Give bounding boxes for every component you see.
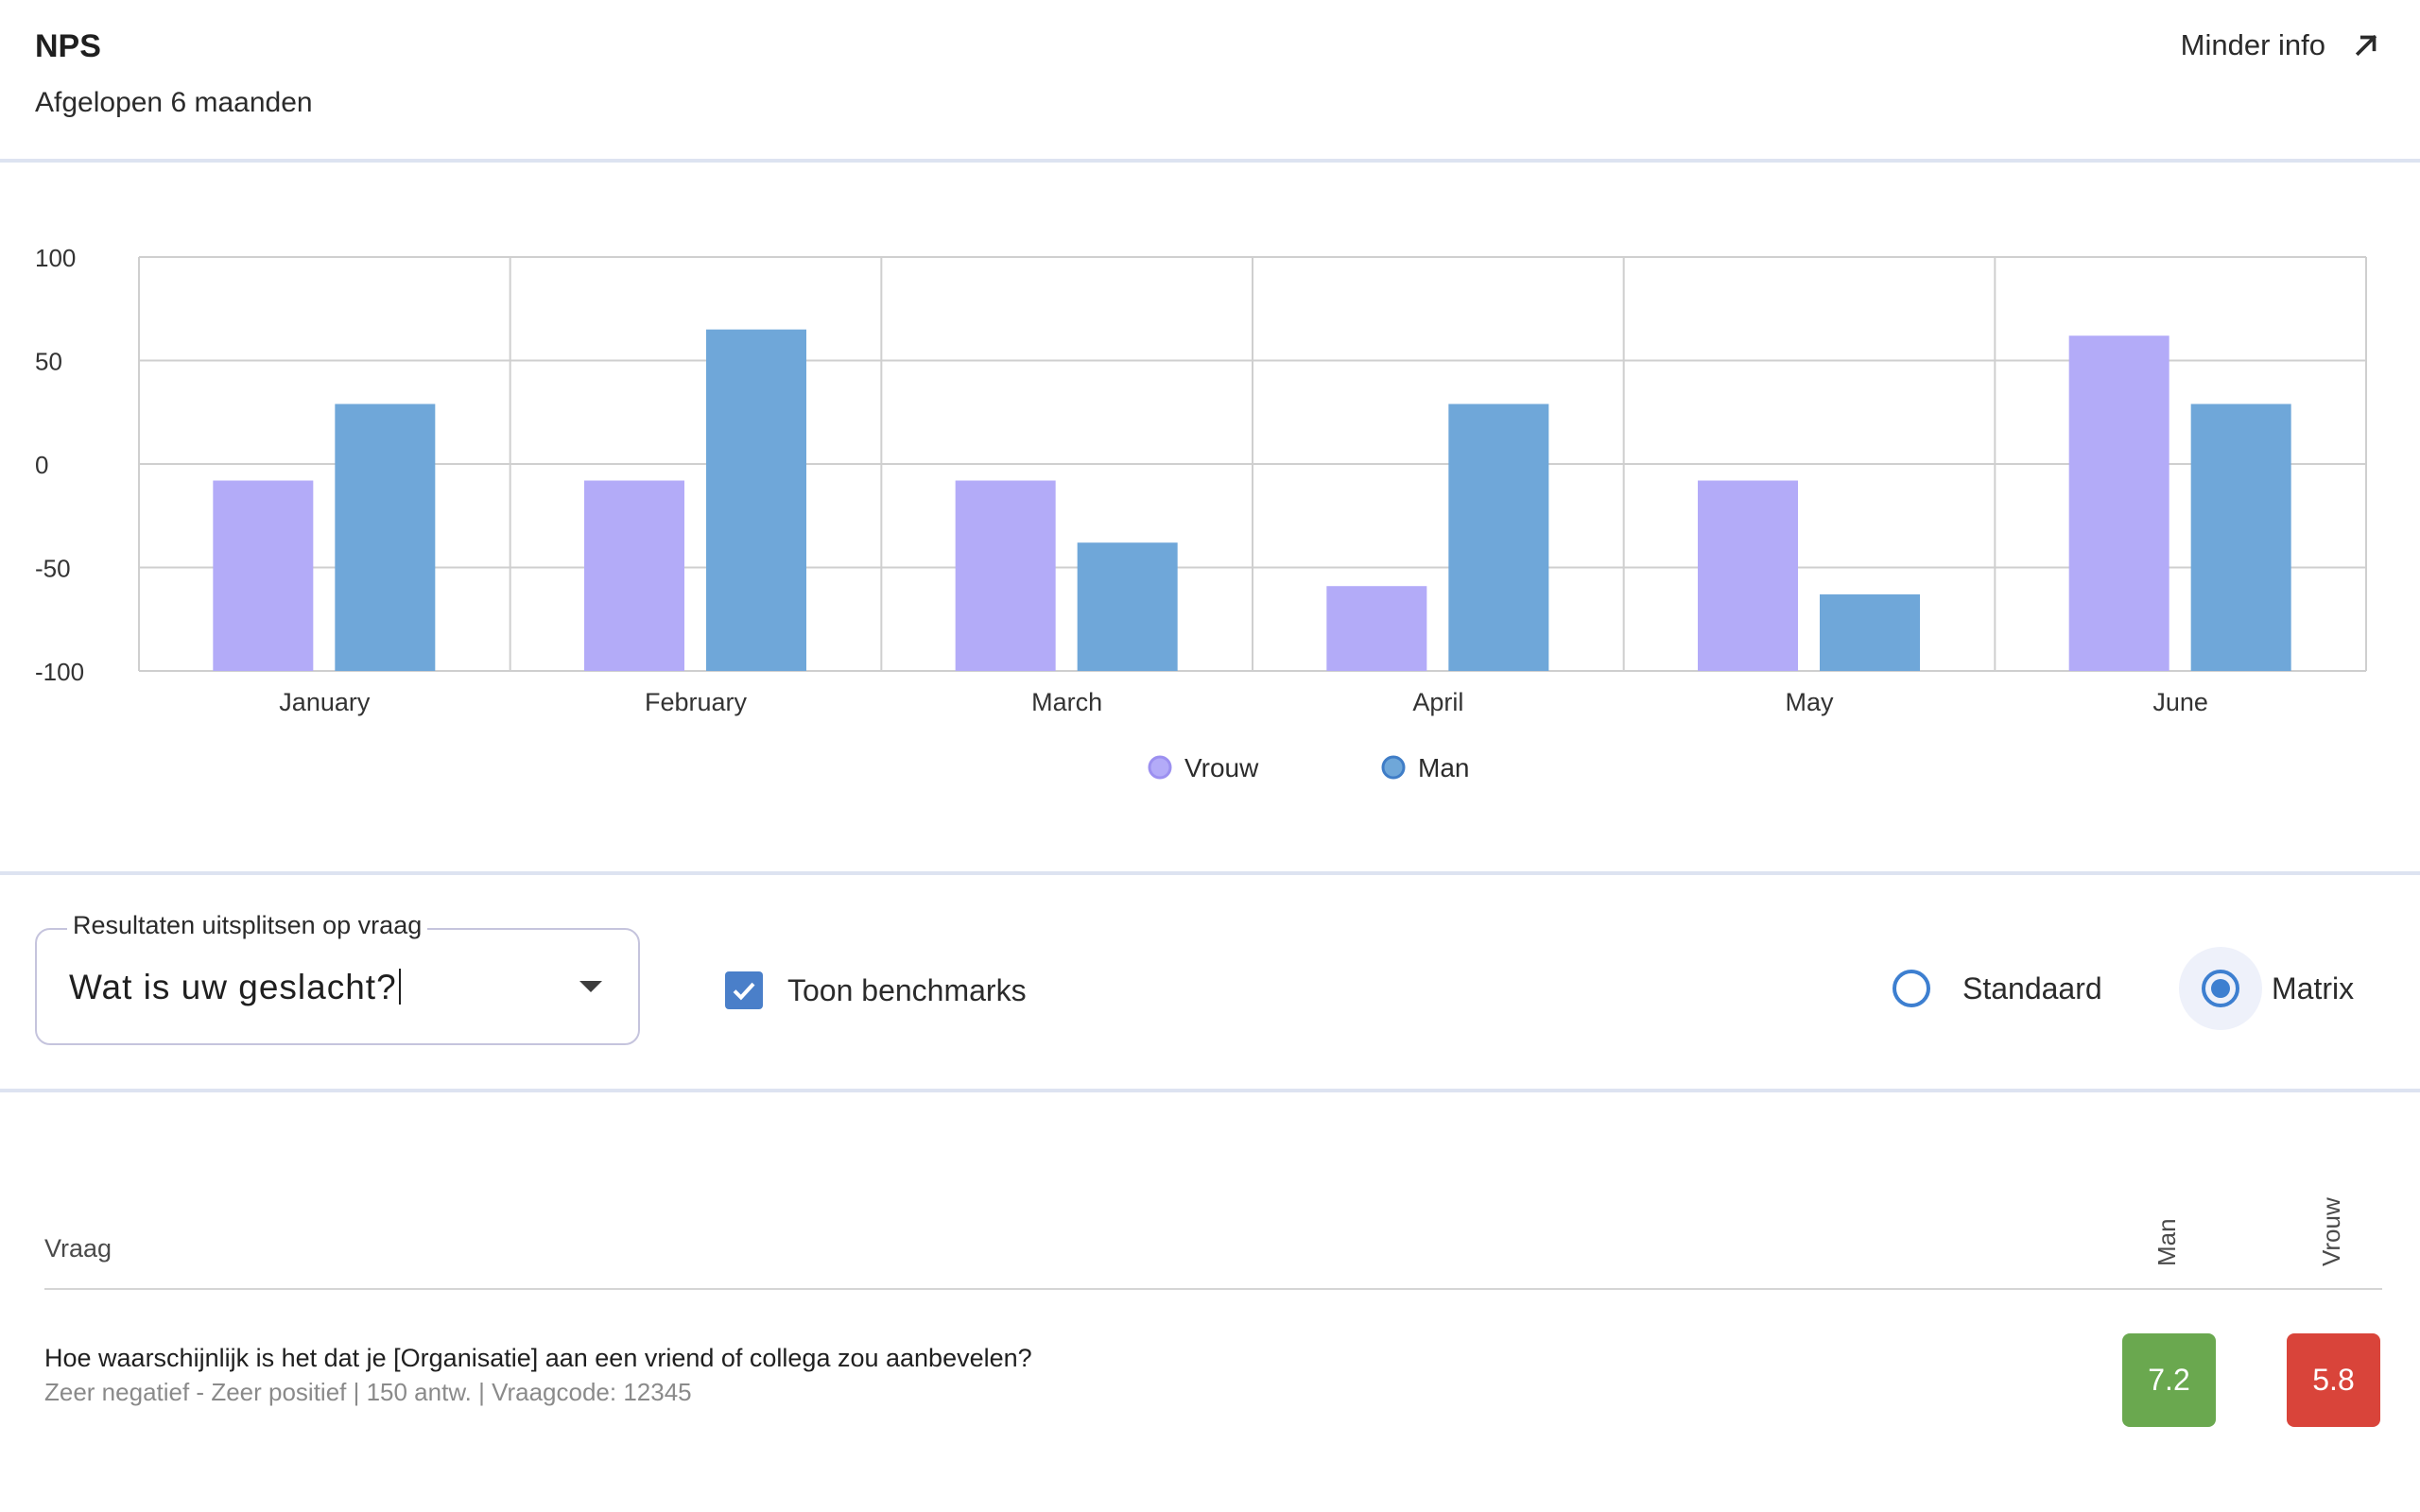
y-tick-label: 50 [35,348,62,376]
radio-selected-dot [2211,979,2230,998]
radio-matrix[interactable] [2202,970,2239,1007]
benchmark-label: Toon benchmarks [787,972,1027,1007]
x-tick-label: April [1412,688,1463,716]
bar-vrouw [1698,480,1798,671]
bar-vrouw [213,480,314,671]
bar-chart-svg: 100 50 0 -50 -100 January February March April Ma… [35,244,2367,782]
column-header-question: Vraag [44,1234,112,1263]
score-badge-man[interactable]: 7.2 [2122,1333,2216,1427]
bar-man [706,329,806,671]
x-tick-label: February [645,688,748,716]
radio-halo [1870,947,1953,1030]
legend-label: Man [1418,753,1469,782]
x-tick-label: January [279,688,371,716]
bar-vrouw [1326,586,1427,671]
bar-vrouw [955,480,1056,671]
nps-chart: 100 50 0 -50 -100 January February March April Ma… [0,165,2420,865]
y-tick-label: -50 [35,555,71,583]
radio-standaard-label: Standaard [1962,971,2102,1005]
checkmark-icon [733,982,755,1001]
radio-matrix-label: Matrix [2272,971,2355,1005]
bar-man [2190,404,2291,671]
bar-vrouw [2068,335,2169,671]
bar-man [335,404,436,671]
split-question-label: Resultaten uitsplitsen op vraag [67,911,428,940]
dropdown-arrow-icon[interactable] [579,981,602,992]
view-option-standaard[interactable]: Standaard [1870,947,2102,1030]
y-tick-label: -100 [35,658,84,686]
bar-man [1820,593,1920,671]
legend-marker [1381,755,1406,780]
text-caret [398,969,401,1005]
radio-standaard[interactable] [1893,970,1930,1007]
header-divider [44,1288,2382,1290]
benchmark-checkbox[interactable] [725,971,763,1009]
y-tick-label: 0 [35,451,48,479]
bar-man [1448,404,1549,671]
radio-halo [2179,947,2262,1030]
split-question-select[interactable]: Resultaten uitsplitsen op vraag Wat is u… [35,911,640,1045]
card-header: NPS Afgelopen 6 maanden Minder info [0,0,2420,161]
column-header-man: Man [2152,1218,2181,1266]
x-tick-label: May [1785,688,1834,716]
less-info-label: Minder info [2180,28,2325,61]
split-question-value[interactable]: Wat is uw geslacht? [69,968,401,1007]
legend-label: Vrouw [1184,753,1259,782]
arrow-up-right-icon [2355,34,2377,57]
divider [0,871,2420,875]
x-tick-label: June [2152,688,2208,716]
period-subtitle: Afgelopen 6 maanden [35,87,313,118]
bar-vrouw [584,480,684,671]
less-info-button[interactable]: Minder info [2181,28,2382,62]
divider [0,159,2420,163]
page-title: NPS [35,28,101,64]
question-text: Hoe waarschijnlijk is het dat je [Organi… [44,1344,1032,1372]
legend-marker [1148,755,1172,780]
score-badge-vrouw[interactable]: 5.8 [2287,1333,2380,1427]
y-tick-label: 100 [35,244,76,272]
divider [0,1089,2420,1092]
x-tick-label: March [1031,688,1102,716]
question-meta: Zeer negatief - Zeer positief | 150 antw… [44,1378,692,1406]
column-header-vrouw: Vrouw [2317,1197,2345,1266]
benchmark-toggle[interactable]: Toon benchmarks [725,971,1027,1009]
view-option-matrix[interactable]: Matrix [2179,947,2354,1030]
bar-man [1077,542,1178,671]
